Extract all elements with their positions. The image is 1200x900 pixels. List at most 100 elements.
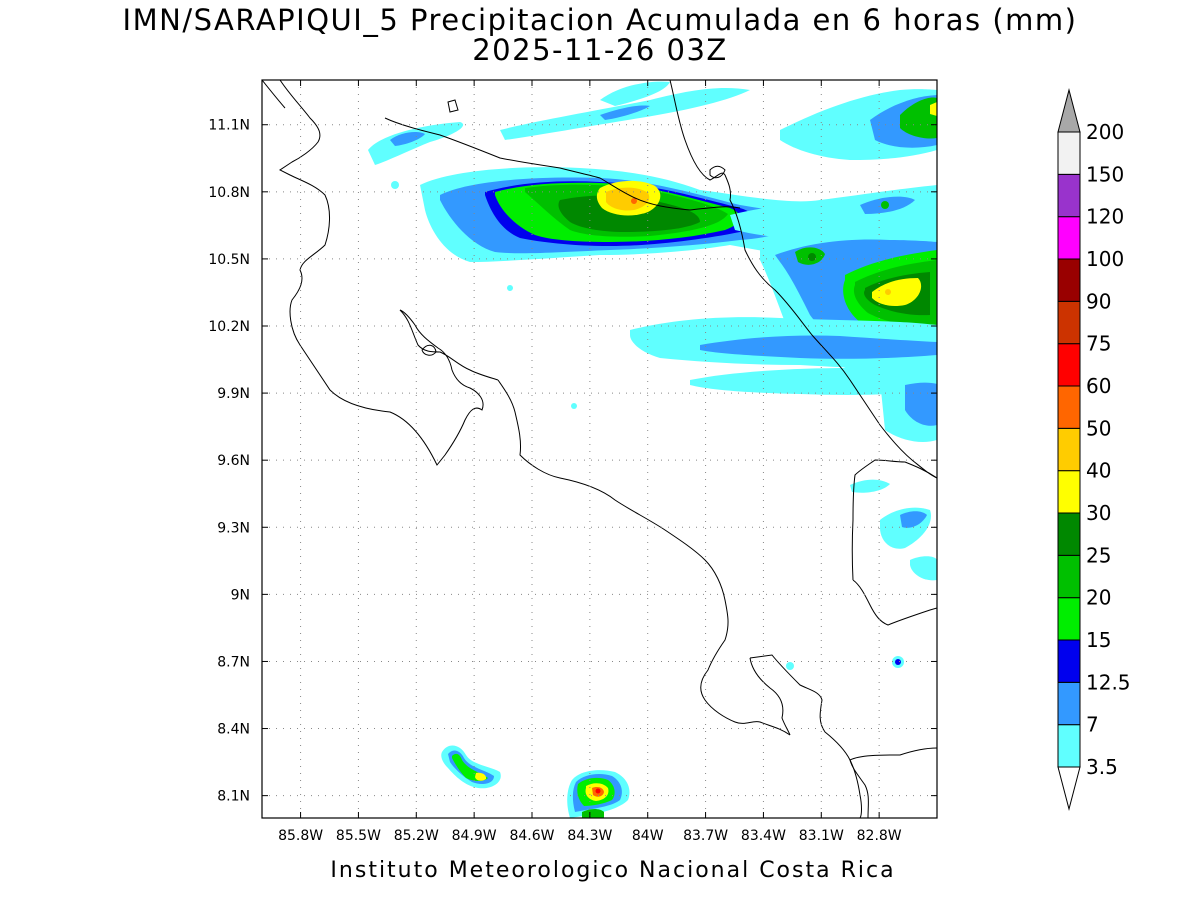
osa-peninsula xyxy=(749,654,862,818)
colorbar-swatch xyxy=(1057,300,1081,345)
lon-tick-label: 84.9W xyxy=(452,828,497,844)
precip-region-dot-99n xyxy=(571,403,577,409)
precip-region-dot-west xyxy=(507,285,513,291)
colorbar-swatch xyxy=(1057,639,1081,683)
colorbar-swatch xyxy=(1057,724,1081,768)
colorbar-label: 75 xyxy=(1086,332,1111,356)
colorbar-label: 20 xyxy=(1086,586,1111,610)
colorbar-label: 60 xyxy=(1086,374,1111,398)
lon-tick-label: 83.4W xyxy=(741,828,786,844)
colorbar: 3.5 7 12.5 15 20 25 30 40 50 60 75 90 100 120 150 200 xyxy=(1057,88,1131,811)
lat-tick-label: 10.2N xyxy=(208,319,250,335)
colorbar-swatch xyxy=(1057,427,1081,472)
lon-tick-label: 82.8W xyxy=(857,828,902,844)
lat-tick-label: 10.8N xyxy=(208,185,250,201)
lat-tick-label: 9.9N xyxy=(217,386,250,402)
lat-tick-label: 9.3N xyxy=(217,520,250,536)
precip-region-se-scatter-blue xyxy=(900,511,927,528)
map-subtitle-date: 2025-11-26 03Z xyxy=(472,33,728,67)
colorbar-swatch xyxy=(1057,681,1081,726)
precipitation-field xyxy=(368,81,937,818)
colorbar-swatch xyxy=(1057,512,1081,556)
lon-tick-label: 85.5W xyxy=(336,828,381,844)
colorbar-label: 90 xyxy=(1086,289,1111,313)
precip-peak-ne xyxy=(885,289,891,295)
costa-rica-panama-border xyxy=(851,459,937,581)
map-title: IMN/SARAPIQUI_5 Precipitacion Acumulada … xyxy=(123,3,1078,37)
lon-tick-label: 84W xyxy=(632,828,664,844)
nicaragua-lake-shore xyxy=(279,80,484,466)
map-grid xyxy=(262,80,937,818)
lon-tick-label: 83.1W xyxy=(799,828,844,844)
colorbar-swatch xyxy=(1057,258,1081,302)
precip-region-mid-dot xyxy=(881,201,889,209)
panama-caribbean-coast xyxy=(852,579,937,626)
lat-tick-label: 11.1N xyxy=(208,118,250,134)
precip-region-dot-87n-core xyxy=(895,659,901,665)
precip-region-caribbean-north-green xyxy=(900,97,937,139)
precip-region-north-top xyxy=(600,81,670,106)
precip-region-streak-9-7n xyxy=(690,368,937,395)
precip-region-north-streaks-blue xyxy=(600,105,650,120)
colorbar-swatch xyxy=(1057,343,1081,387)
lat-tick-label: 8.7N xyxy=(217,654,250,670)
map-axes: 85.8W 85.5W 85.2W 84.9W 84.6W 84.3W 84W 83.7W 83… xyxy=(208,80,937,844)
precip-region-ne-yellow xyxy=(872,278,922,307)
lon-tick-label: 84.3W xyxy=(567,828,612,844)
colorbar-swatch xyxy=(1057,554,1081,599)
colorbar-swatch xyxy=(1057,597,1081,641)
lat-tick-label: 8.1N xyxy=(217,789,250,805)
colorbar-label: 200 xyxy=(1086,120,1124,144)
lake-nicaragua-islet xyxy=(447,99,459,113)
precip-region-caribbean-north-yellow xyxy=(930,102,937,116)
precip-region-south-west-yellow xyxy=(475,772,487,781)
colorbar-label: 25 xyxy=(1086,543,1111,567)
gulf-island xyxy=(421,344,437,356)
lon-tick-label: 85.2W xyxy=(394,828,439,844)
precip-region-ne-blob-core xyxy=(808,253,816,261)
precip-region-nw-streak-blue xyxy=(390,132,425,146)
colorbar-swatch xyxy=(1057,216,1081,260)
precip-peak-northern-band xyxy=(631,198,637,204)
precip-region-northern-band-gold xyxy=(606,187,650,211)
precip-region-dot-far-west xyxy=(391,181,399,189)
lat-tick-label: 10.5N xyxy=(208,252,250,268)
map-area xyxy=(262,80,937,818)
nicaragua-costa-rica-border xyxy=(384,117,741,211)
lat-tick-label: 9.6N xyxy=(217,453,250,469)
colorbar-bottom-arrow xyxy=(1057,766,1081,811)
colorbar-swatch xyxy=(1057,470,1081,514)
colorbar-label: 50 xyxy=(1086,416,1111,440)
caribbean-coast-north xyxy=(669,80,937,479)
precip-region-streak-10n-blue xyxy=(700,335,937,359)
colorbar-label: 100 xyxy=(1086,247,1124,271)
san-juan-river-bend xyxy=(709,165,726,179)
colorbar-label: 3.5 xyxy=(1086,755,1118,779)
precip-region-dot-coast xyxy=(786,662,794,670)
colorbar-label: 7 xyxy=(1086,713,1099,737)
precip-region-se-scatter2 xyxy=(850,479,890,493)
osa-inner xyxy=(749,657,791,736)
coastlines-and-borders xyxy=(262,80,937,818)
colorbar-label: 120 xyxy=(1086,205,1124,229)
north-coast-top xyxy=(262,80,286,109)
footer-credit: Instituto Meteorologico Nacional Costa R… xyxy=(330,858,895,883)
precip-region-nw-streak xyxy=(368,122,464,165)
precip-peak-south-east xyxy=(595,788,601,794)
lon-tick-label: 85.8W xyxy=(278,828,323,844)
lon-tick-label: 83.7W xyxy=(683,828,728,844)
lat-tick-label: 9N xyxy=(231,587,250,603)
lat-tick-label: 8.4N xyxy=(217,722,250,738)
colorbar-top-arrow xyxy=(1057,88,1081,133)
precip-region-se-scatter3 xyxy=(910,556,937,581)
pacific-coast-central xyxy=(497,379,791,736)
colorbar-label: 15 xyxy=(1086,628,1111,652)
lon-tick-label: 84.6W xyxy=(509,828,554,844)
colorbar-label: 30 xyxy=(1086,501,1111,525)
colorbar-swatch xyxy=(1057,385,1081,429)
colorbar-swatch xyxy=(1057,173,1081,218)
colorbar-label: 150 xyxy=(1086,162,1124,186)
panama-pacific-east xyxy=(849,747,937,818)
